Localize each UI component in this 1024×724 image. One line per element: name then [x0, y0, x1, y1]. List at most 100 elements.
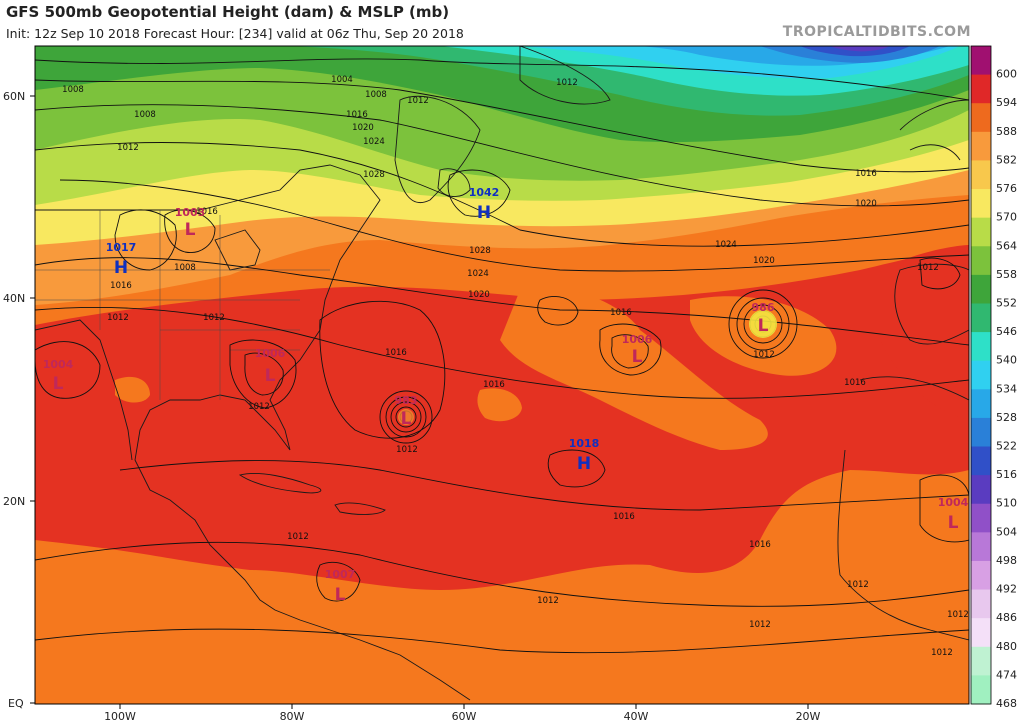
colorbar-swatch — [971, 503, 991, 533]
isobar-label: 1016 — [610, 308, 632, 318]
colorbar-swatch — [971, 618, 991, 648]
colorbar-swatch — [971, 646, 991, 676]
colorbar-swatch — [971, 675, 991, 705]
hurricane-core-west — [398, 409, 414, 425]
colorbar-label: 564 — [996, 239, 1017, 252]
isobar-label: 1012 — [847, 580, 869, 590]
colorbar-label: 486 — [996, 611, 1017, 624]
svg-text:1004: 1004 — [938, 496, 969, 509]
colorbar-label: 498 — [996, 554, 1017, 567]
svg-text:L: L — [53, 374, 64, 394]
colorbar-swatch — [971, 589, 991, 619]
isobar-label: 1012 — [287, 532, 309, 542]
colorbar-label: 534 — [996, 382, 1017, 395]
high-center: 1042 H — [469, 186, 500, 223]
colorbar-label: 522 — [996, 440, 1017, 453]
low-center: 1003 L — [175, 206, 206, 240]
high-center: 1018 H — [569, 437, 600, 474]
borders — [35, 210, 330, 400]
isobar-label: 1016 — [110, 281, 132, 291]
lat-label: EQ — [8, 697, 24, 710]
isobar-label: 1020 — [468, 290, 490, 300]
svg-text:1006: 1006 — [622, 333, 653, 346]
coastlines — [35, 46, 969, 701]
isobar-labels: 1004 1008 1008 1012 1012 1016 1020 1024 … — [62, 75, 969, 658]
colorbar-label: 468 — [996, 697, 1017, 710]
isobar-label: 1012 — [117, 143, 139, 153]
isobar-label: 1016 — [749, 540, 771, 550]
svg-text:L: L — [758, 316, 769, 336]
isobar-label: 1016 — [844, 378, 866, 388]
colorbar-swatch — [971, 475, 991, 505]
hurricane-core-east — [749, 310, 777, 338]
low-center: 1006 L — [255, 347, 286, 386]
svg-text:H: H — [477, 203, 491, 223]
svg-text:L: L — [632, 347, 643, 367]
isobar-label: 1008 — [174, 263, 196, 273]
lon-label: 80W — [280, 710, 305, 723]
lon-label: 100W — [104, 710, 136, 723]
isobar-label: 1016 — [196, 207, 218, 217]
lon-labels: 100W 80W 60W 40W 20W — [104, 710, 820, 723]
svg-text:1017: 1017 — [106, 241, 137, 254]
map-frame — [34, 45, 970, 705]
low-center: 1004 L — [938, 496, 969, 533]
colorbar-label: 558 — [996, 268, 1017, 281]
svg-text:L: L — [335, 585, 346, 605]
map-subtitle: Init: 12z Sep 10 2018 Forecast Hour: [23… — [6, 26, 464, 41]
colorbar-swatch — [971, 131, 991, 161]
svg-text:H: H — [114, 258, 128, 278]
colorbar-swatch — [971, 360, 991, 390]
isobar-label: 1012 — [917, 263, 939, 273]
colorbar-frame — [970, 45, 992, 705]
map-title: GFS 500mb Geopotential Height (dam) & MS… — [6, 3, 450, 21]
svg-text:L: L — [401, 409, 412, 429]
colorbar-label: 504 — [996, 525, 1017, 538]
lat-label: 40N — [3, 292, 25, 305]
colorbar-swatch — [971, 303, 991, 333]
svg-text:L: L — [948, 513, 959, 533]
isobar-label: 1008 — [365, 90, 387, 100]
colorbar-label: 474 — [996, 668, 1017, 681]
isobar-label: 1024 — [363, 137, 385, 147]
colorbar-swatch — [971, 189, 991, 219]
colorbar-swatch — [971, 246, 991, 276]
colorbar-swatch — [971, 560, 991, 591]
colorbar-label: 576 — [996, 182, 1017, 195]
colorbar-label: 516 — [996, 468, 1017, 481]
svg-text:1018: 1018 — [569, 437, 600, 450]
isobar-label: 1016 — [385, 348, 407, 358]
credit-watermark: TROPICALTIDBITS.COM — [782, 24, 971, 40]
colorbar-label: 588 — [996, 125, 1017, 138]
height-fill-layer — [35, 46, 969, 704]
colorbar-swatch — [971, 389, 991, 419]
colorbar-label: 546 — [996, 325, 1017, 338]
svg-text:1004: 1004 — [43, 358, 74, 371]
low-center: 1007 L — [325, 568, 356, 605]
svg-text:1007: 1007 — [325, 568, 356, 581]
svg-text:L: L — [185, 220, 196, 240]
svg-text:L: L — [265, 366, 276, 386]
isobar-label: 1028 — [363, 170, 385, 180]
isobar-label: 1016 — [613, 512, 635, 522]
lat-label: 60N — [3, 90, 25, 103]
colorbar-swatch — [971, 417, 991, 448]
isobar-label: 1012 — [107, 313, 129, 323]
colorbar-label: 594 — [996, 96, 1017, 109]
axis-ticks — [30, 95, 809, 709]
colorbar-label: 600 — [996, 68, 1017, 81]
isobar-label: 1024 — [467, 269, 489, 279]
colorbar-label: 570 — [996, 211, 1017, 224]
colorbar-swatch — [971, 217, 991, 247]
lon-label: 20W — [796, 710, 821, 723]
colorbar-label: 492 — [996, 583, 1017, 596]
colorbar: 600 594 588 582 576 570 564 558 552 546 540 534 528 5… — [970, 45, 1017, 710]
isobar-label: 1012 — [931, 648, 953, 658]
low-center: 986 L — [752, 301, 775, 336]
isobar-label: 1012 — [749, 620, 771, 630]
colorbar-label: 480 — [996, 640, 1017, 653]
isobar-label: 1016 — [855, 169, 877, 179]
high-center: 1017 H — [106, 241, 137, 278]
isobar-label: 1016 — [346, 110, 368, 120]
